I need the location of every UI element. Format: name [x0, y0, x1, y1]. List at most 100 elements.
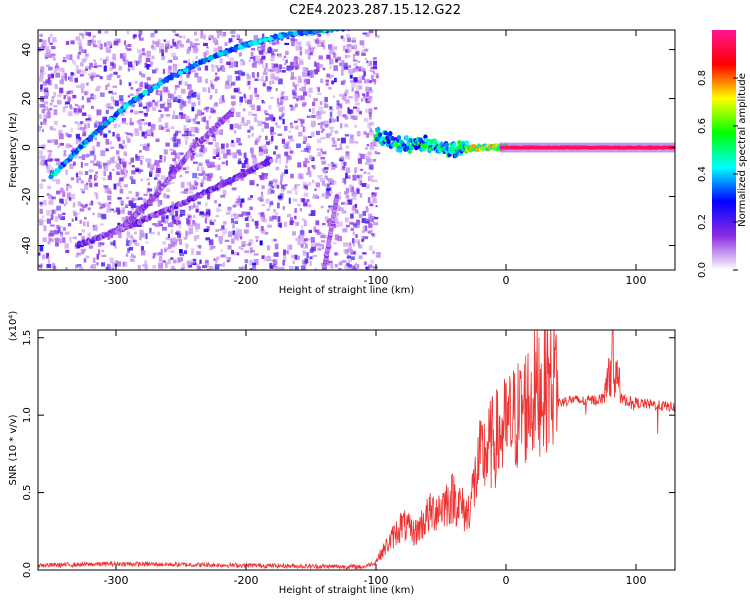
noise-point — [195, 228, 199, 233]
noise-point — [149, 158, 152, 165]
noise-point — [89, 150, 95, 156]
x-tick-label: -200 — [234, 574, 259, 587]
noise-point — [309, 47, 315, 53]
noise-point — [169, 181, 175, 185]
noise-point — [348, 242, 352, 246]
noise-point — [238, 70, 243, 76]
noise-point — [198, 173, 203, 176]
noise-point — [179, 174, 183, 178]
noise-point — [41, 45, 46, 49]
noise-point — [67, 96, 71, 102]
noise-point — [309, 248, 314, 253]
noise-point — [361, 49, 365, 55]
noise-point — [77, 176, 81, 180]
noise-point — [291, 40, 295, 47]
noise-point — [249, 268, 253, 270]
noise-point — [270, 200, 274, 204]
noise-point — [49, 107, 53, 111]
noise-point — [278, 78, 283, 85]
noise-point — [352, 211, 358, 214]
noise-point — [233, 213, 239, 220]
noise-point — [105, 149, 109, 152]
noise-point — [352, 54, 355, 61]
colorbar-tick-label: 0.8 — [697, 70, 708, 86]
noise-point — [130, 179, 136, 185]
noise-point — [193, 205, 199, 208]
noise-point — [372, 139, 377, 146]
noise-point — [294, 254, 298, 260]
noise-point — [192, 221, 197, 227]
trace-highlight — [78, 144, 84, 150]
noise-point — [310, 243, 316, 246]
noise-point — [165, 128, 170, 132]
noise-point — [58, 134, 64, 140]
noise-point — [123, 151, 128, 157]
noise-point — [350, 213, 354, 219]
noise-point — [253, 35, 259, 41]
noise-point — [55, 241, 58, 247]
noise-point — [131, 197, 135, 202]
noise-point — [40, 87, 43, 92]
noise-point — [47, 74, 52, 79]
noise-point — [236, 124, 242, 130]
noise-point — [325, 193, 329, 199]
trace-highlight — [217, 51, 224, 57]
noise-point — [194, 31, 197, 36]
noise-point — [354, 102, 360, 106]
noise-point — [135, 168, 140, 172]
noise-point — [143, 143, 147, 146]
noise-point — [332, 46, 338, 51]
noise-point — [312, 165, 316, 170]
noise-point — [303, 220, 307, 227]
noise-point — [351, 40, 357, 43]
noise-point — [133, 34, 137, 38]
noise-point — [131, 226, 136, 230]
noise-point — [208, 115, 212, 120]
noise-point — [192, 262, 197, 266]
noise-point — [220, 149, 226, 154]
noise-point — [152, 223, 156, 226]
noise-point — [39, 74, 44, 79]
noise-point — [208, 239, 214, 246]
noise-point — [289, 61, 295, 68]
noise-point — [81, 33, 85, 39]
noise-point — [50, 99, 55, 103]
noise-point — [246, 211, 250, 218]
noise-point — [262, 218, 267, 223]
noise-point — [163, 193, 167, 199]
noise-point — [233, 88, 238, 93]
noise-point — [174, 33, 179, 36]
noise-point — [273, 239, 277, 242]
noise-point — [361, 98, 364, 102]
noise-point — [85, 53, 89, 57]
noise-point — [113, 71, 118, 75]
noise-point — [319, 244, 325, 247]
noise-point — [229, 62, 234, 69]
noise-point — [70, 177, 75, 181]
noise-point — [218, 263, 223, 267]
noise-point — [48, 232, 51, 237]
noise-point — [276, 154, 281, 159]
noise-point — [268, 105, 272, 110]
noise-point — [200, 182, 204, 187]
noise-point — [176, 95, 182, 101]
noise-point — [200, 214, 204, 218]
noise-point — [180, 73, 183, 78]
noise-point — [216, 256, 220, 260]
noise-point — [369, 128, 373, 132]
noise-point — [309, 69, 312, 76]
noise-point — [117, 155, 120, 161]
noise-point — [45, 49, 51, 56]
noise-point — [114, 100, 119, 106]
noise-point — [243, 122, 248, 127]
noise-point — [280, 184, 284, 189]
noise-point — [221, 161, 225, 165]
noise-point — [88, 177, 91, 183]
noise-point — [347, 46, 352, 53]
noise-point — [367, 197, 371, 204]
noise-point — [320, 156, 326, 160]
noise-point — [81, 87, 84, 94]
noise-point — [295, 183, 300, 187]
noise-point — [372, 158, 377, 162]
noise-point — [275, 252, 279, 257]
